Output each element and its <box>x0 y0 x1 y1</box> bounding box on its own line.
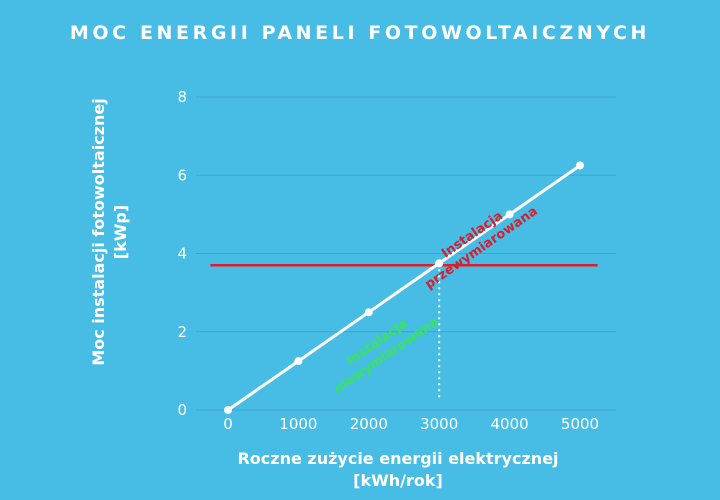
x-axis-title-line-1: Roczne zużycie energii elektrycznej <box>237 449 558 468</box>
y-tick-label: 0 <box>177 401 187 419</box>
y-axis-title-line-2: [kWp] <box>111 205 130 259</box>
y-tick-label: 4 <box>177 245 187 263</box>
y-tick-label: 2 <box>177 323 187 341</box>
x-tick-labels: 0 1000 2000 3000 4000 5000 <box>223 415 599 433</box>
gridlines <box>196 96 616 411</box>
chart-title: MOC ENERGII PANELI FOTOWOLTAICZNYCH <box>69 22 651 44</box>
x-tick-label: 5000 <box>561 415 599 433</box>
series-line <box>227 164 581 412</box>
data-point <box>435 259 444 268</box>
x-tick-label: 4000 <box>491 415 529 433</box>
annotations: InstalacjaprzewymiarowanaInstalacjaniewy… <box>331 204 540 397</box>
y-axis-title-line-1: Moc instalacji fotowoltaicznej <box>89 98 108 365</box>
y-tick-label: 6 <box>177 166 187 184</box>
data-point <box>294 357 303 366</box>
y-tick-label: 8 <box>177 88 187 106</box>
y-tick-labels: 0 2 4 6 8 <box>177 88 187 419</box>
data-point <box>364 308 373 317</box>
data-point <box>224 406 232 414</box>
x-tick-label: 3000 <box>420 415 458 433</box>
series-group <box>224 161 584 414</box>
x-axis-title-line-2: [kWh/rok] <box>353 471 443 490</box>
x-tick-label: 0 <box>223 415 233 433</box>
x-tick-label: 1000 <box>279 415 317 433</box>
x-tick-label: 2000 <box>350 415 388 433</box>
data-point <box>505 210 514 219</box>
data-point <box>576 161 584 170</box>
